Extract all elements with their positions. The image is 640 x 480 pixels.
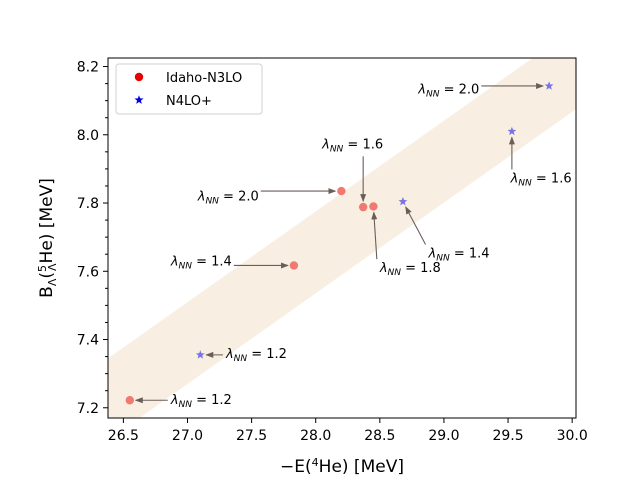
x-axis-title: −E(4He) [MeV] bbox=[280, 456, 404, 477]
point-idaho bbox=[369, 202, 378, 211]
y-tick-label: 7.8 bbox=[77, 196, 99, 212]
annotation-label: λNN = 2.0 bbox=[417, 83, 479, 100]
point-n4lo bbox=[195, 350, 205, 359]
point-n4lo bbox=[544, 81, 554, 90]
annotation-label: λNN = 1.2 bbox=[225, 347, 287, 364]
annotation-label: λNN = 1.6 bbox=[510, 171, 572, 188]
y-axis-title: BΛ(5ΛHe) [MeV] bbox=[36, 178, 59, 298]
legend-label-idaho: Idaho-N3LO bbox=[166, 71, 242, 86]
annotation-label: λNN = 1.2 bbox=[170, 393, 232, 410]
x-tick-label: 30.0 bbox=[557, 428, 588, 444]
x-tick-label: 26.5 bbox=[108, 428, 139, 444]
y-tick-label: 7.6 bbox=[77, 264, 99, 280]
legend-marker-idaho bbox=[134, 72, 144, 82]
legend: Idaho-N3LO N4LO+ bbox=[115, 63, 263, 115]
legend-marker-n4lo bbox=[134, 95, 144, 104]
point-idaho bbox=[289, 261, 299, 270]
y-tick-label: 7.2 bbox=[77, 401, 99, 417]
x-tick-label: 28.5 bbox=[364, 428, 395, 444]
annotation-arrows bbox=[134, 82, 545, 404]
y-tick-label: 8.2 bbox=[77, 60, 99, 76]
annotation-arrow bbox=[405, 206, 427, 245]
x-tick-label: 28.0 bbox=[300, 428, 331, 444]
annotation-label: λNN = 1.4 bbox=[170, 254, 232, 271]
legend-label-n4lo: N4LO+ bbox=[166, 94, 212, 109]
annotation-label: λNN = 1.8 bbox=[379, 261, 441, 278]
point-n4lo bbox=[398, 197, 408, 206]
y-tick-label: 8.0 bbox=[77, 128, 99, 144]
annotation-label: λNN = 1.4 bbox=[428, 247, 490, 264]
confidence-band bbox=[108, 58, 576, 418]
band-area bbox=[108, 58, 576, 418]
annotation-arrow bbox=[371, 211, 378, 260]
annotation-label: λNN = 2.0 bbox=[197, 190, 259, 207]
point-n4lo bbox=[507, 126, 517, 136]
point-idaho bbox=[358, 202, 368, 212]
point-idaho bbox=[337, 186, 346, 196]
y-tick-label: 7.4 bbox=[77, 333, 99, 349]
point-idaho bbox=[125, 396, 134, 405]
y-axis: 7.2 7.4 7.6 7.8 8.0 8.2 bbox=[77, 60, 108, 417]
x-tick-label: 29.0 bbox=[428, 428, 459, 444]
plot-frame bbox=[107, 57, 577, 419]
legend-box bbox=[115, 63, 263, 115]
x-tick-label: 27.5 bbox=[236, 428, 267, 444]
x-tick-label: 27.0 bbox=[172, 428, 203, 444]
x-axis: 26.5 27.0 27.5 28.0 28.5 29.0 29.5 30.0 bbox=[108, 418, 588, 444]
data-points bbox=[125, 81, 554, 405]
annotation-label: λNN = 1.6 bbox=[321, 137, 383, 154]
x-tick-label: 29.5 bbox=[492, 428, 523, 444]
